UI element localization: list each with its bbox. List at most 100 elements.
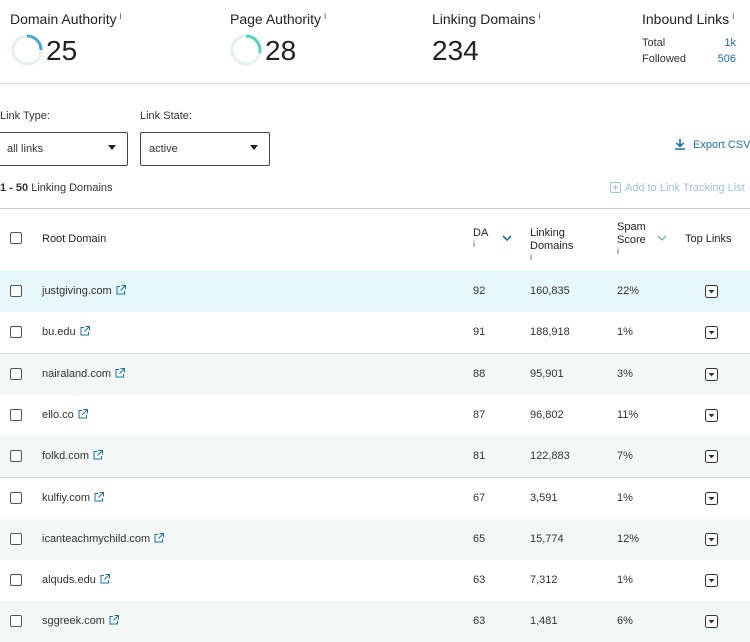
root-domain[interactable]: icanteachmychild.com: [42, 532, 165, 545]
row-checkbox[interactable]: [10, 285, 22, 297]
root-domain[interactable]: sggreek.com: [42, 615, 119, 627]
domain-authority: 92: [473, 285, 486, 297]
linking-domains: 1,481: [530, 615, 558, 628]
spam-score: 6%: [617, 615, 633, 628]
row-checkbox[interactable]: [10, 450, 22, 463]
root-domain[interactable]: justgiving.com: [42, 285, 126, 297]
root-domain[interactable]: alquds.edu: [42, 574, 110, 586]
spam-score: 11%: [617, 408, 639, 421]
domain-authority: 63: [473, 574, 486, 587]
external-link-icon[interactable]: [80, 326, 90, 336]
root-domain[interactable]: bu.edu: [42, 326, 90, 338]
spam-score: 7%: [617, 450, 633, 463]
row-checkbox[interactable]: [10, 367, 22, 380]
export-csv[interactable]: Export CSV: [693, 139, 750, 151]
count-range: 1 - 50: [0, 182, 29, 194]
header-checkbox[interactable]: [10, 232, 22, 244]
row-checkbox[interactable]: [10, 532, 22, 545]
spam-score: 3%: [617, 367, 633, 380]
filter-select[interactable]: active: [140, 132, 270, 166]
linking-domains: 188,918: [530, 326, 570, 339]
inbound-row-value[interactable]: 1k: [724, 37, 736, 49]
top-links-toggle[interactable]: [705, 615, 718, 629]
table-row: kulfiy.com 67 3,591 1%: [0, 477, 750, 520]
info-icon: i: [530, 252, 532, 262]
column-header[interactable]: DA i: [473, 227, 489, 249]
top-links-toggle[interactable]: [705, 408, 718, 422]
domain-authority: 88: [473, 367, 486, 380]
row-checkbox[interactable]: [10, 574, 22, 587]
row-checkbox[interactable]: [10, 615, 22, 628]
table-row: folkd.com 81 122,883 7%: [0, 436, 750, 479]
metric-label: Inbound Links i: [642, 11, 735, 27]
info-icon: i: [473, 239, 475, 249]
column-header[interactable]: Root Domain: [42, 233, 107, 245]
sort-arrow[interactable]: [502, 235, 512, 242]
table-row: alquds.edu 63 7,312 1%: [0, 560, 750, 603]
filter-label: Link Type:: [0, 110, 50, 122]
top-links-toggle[interactable]: [705, 450, 718, 464]
filter-select[interactable]: all links: [0, 132, 128, 166]
info-icon: i: [617, 246, 619, 256]
sort-arrow[interactable]: [657, 235, 667, 242]
add-icon[interactable]: [610, 182, 621, 193]
external-link-icon[interactable]: [109, 615, 119, 625]
top-links-toggle[interactable]: [705, 326, 718, 340]
download-icon[interactable]: [675, 139, 685, 150]
result-count: 1 - 50 Linking Domains: [0, 182, 113, 194]
domain-authority: 87: [473, 408, 486, 421]
row-checkbox[interactable]: [10, 491, 22, 504]
domain-authority: 67: [473, 491, 486, 504]
external-link-icon[interactable]: [100, 574, 110, 584]
top-links-toggle[interactable]: [705, 532, 718, 546]
inbound-row-label: Total: [642, 37, 666, 49]
table-row: nairaland.com 88 95,901 3%: [0, 353, 750, 396]
external-link-icon[interactable]: [115, 367, 126, 378]
root-domain[interactable]: kulfiy.com: [42, 491, 105, 504]
pa-gauge: [230, 34, 262, 66]
external-link-icon[interactable]: [78, 408, 88, 419]
table-row: justgiving.com 92 160,835 22%: [0, 271, 750, 313]
column-header[interactable]: Spam Score i: [617, 221, 667, 256]
filter-value: active: [149, 143, 178, 155]
external-link-icon[interactable]: [116, 285, 126, 295]
column-header[interactable]: Linking Domains i: [530, 227, 580, 262]
info-icon: i: [119, 11, 122, 21]
external-link-icon[interactable]: [154, 532, 165, 543]
domain-authority: 91: [473, 326, 486, 339]
count-label: Linking Domains: [31, 182, 113, 194]
info-icon: i: [732, 11, 735, 21]
filter-value: all links: [7, 143, 44, 155]
external-link-icon[interactable]: [94, 491, 105, 502]
domain-authority: 65: [473, 532, 486, 545]
domain-authority: 81: [473, 450, 486, 463]
top-links-toggle[interactable]: [705, 285, 718, 298]
linking-domains: 95,901: [530, 367, 564, 380]
top-links-toggle[interactable]: [705, 574, 718, 588]
table-row: icanteachmychild.com 65 15,774 12%: [0, 518, 750, 561]
root-domain[interactable]: folkd.com: [42, 450, 104, 462]
metric-value: 28: [265, 35, 297, 66]
root-domain[interactable]: nairaland.com: [42, 367, 126, 380]
column-header[interactable]: Top Links: [685, 233, 732, 245]
metrics-bar: [0, 0, 750, 84]
inbound-row-value[interactable]: 506: [717, 53, 736, 65]
spam-score: 1%: [617, 326, 633, 339]
spam-score: 1%: [617, 574, 633, 587]
linking-domains: 3,591: [530, 491, 558, 504]
metric-value: 234: [432, 35, 479, 66]
row-checkbox[interactable]: [10, 326, 22, 339]
top-links-toggle[interactable]: [705, 491, 718, 505]
row-checkbox[interactable]: [10, 408, 22, 421]
external-link-icon[interactable]: [93, 450, 104, 460]
top-links-toggle[interactable]: [705, 367, 718, 381]
linking-domains: 96,802: [530, 408, 564, 421]
dropdown-arrow: [108, 145, 116, 150]
root-domain[interactable]: ello.co: [42, 408, 88, 421]
linking-domains: 122,883: [530, 450, 570, 463]
add-to-list[interactable]: Add to Link Tracking List: [625, 182, 745, 194]
inbound-row-label: Followed: [642, 53, 687, 65]
metric-value: 25: [46, 35, 78, 66]
info-icon: i: [538, 11, 541, 21]
